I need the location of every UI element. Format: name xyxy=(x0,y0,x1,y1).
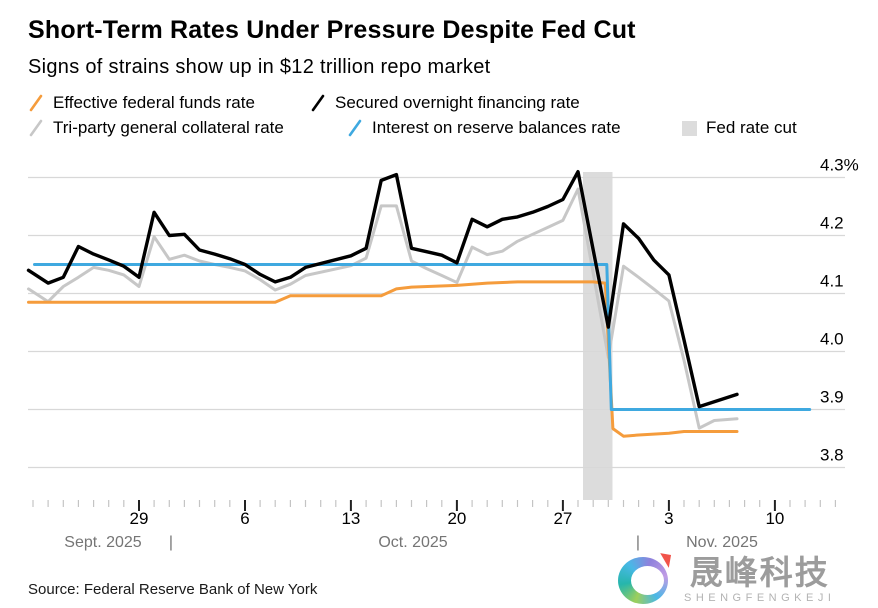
x-date-label: 27 xyxy=(553,509,572,528)
y-axis-label: 4.0 xyxy=(820,330,844,349)
legend-label: Fed rate cut xyxy=(706,118,797,137)
x-month-label: | xyxy=(169,534,173,551)
fed-band-swatch-icon xyxy=(682,120,697,136)
x-date-label: 29 xyxy=(130,509,149,528)
slash-icon xyxy=(29,119,43,137)
legend-row-1: Effective federal funds rate Secured ove… xyxy=(0,93,878,115)
legend-item-fed-rate-cut: Fed rate cut xyxy=(682,118,797,138)
slash-icon xyxy=(348,119,362,137)
slash-icon xyxy=(311,94,325,112)
watermark-cn: 晟峰科技 xyxy=(689,554,830,591)
watermark-en: SHENGFENGKEJI xyxy=(684,592,836,604)
source-note: Source: Federal Reserve Bank of New York xyxy=(28,581,318,598)
series-line-effr xyxy=(27,280,739,438)
x-month-label: Sept. 2025 xyxy=(64,534,142,551)
slash-icon xyxy=(29,94,43,112)
chart-title: Short-Term Rates Under Pressure Despite … xyxy=(28,16,636,44)
legend-row-2: Tri-party general collateral rate Intere… xyxy=(0,118,878,140)
legend-label: Effective federal funds rate xyxy=(53,93,255,112)
y-axis-label: 4.3% xyxy=(820,156,859,175)
series-line-sofr xyxy=(26,169,739,409)
x-date-label: 20 xyxy=(447,509,466,528)
y-axis-label: 3.8 xyxy=(820,446,844,465)
y-axis-label: 4.1 xyxy=(820,272,844,291)
x-month-label: Nov. 2025 xyxy=(686,534,758,551)
chart-subtitle: Signs of strains show up in $12 trillion… xyxy=(28,56,491,78)
x-month-label: Oct. 2025 xyxy=(378,534,447,551)
x-date-label: 3 xyxy=(664,509,673,528)
watermark: 晟峰科技 SHENGFENGKEJI xyxy=(618,553,836,606)
x-month-label: | xyxy=(636,534,640,551)
legend-item-sofr: Secured overnight financing rate xyxy=(310,93,580,113)
legend-label: Interest on reserve balances rate xyxy=(372,118,621,137)
series-line-tgcr xyxy=(27,187,739,430)
legend-item-effr: Effective federal funds rate xyxy=(28,93,255,113)
legend-item-tgcr: Tri-party general collateral rate xyxy=(28,118,284,138)
x-date-label: 13 xyxy=(341,509,360,528)
legend-label: Secured overnight financing rate xyxy=(335,93,580,112)
y-axis-label: 3.9 xyxy=(820,388,844,407)
x-date-label: 6 xyxy=(240,509,249,528)
legend-item-iorb: Interest on reserve balances rate xyxy=(347,118,621,138)
watermark-logo-icon xyxy=(618,553,676,606)
x-date-label: 10 xyxy=(765,509,784,528)
watermark-text: 晟峰科技 SHENGFENGKEJI xyxy=(684,554,836,605)
legend-label: Tri-party general collateral rate xyxy=(53,118,284,137)
y-axis-label: 4.2 xyxy=(820,214,844,233)
